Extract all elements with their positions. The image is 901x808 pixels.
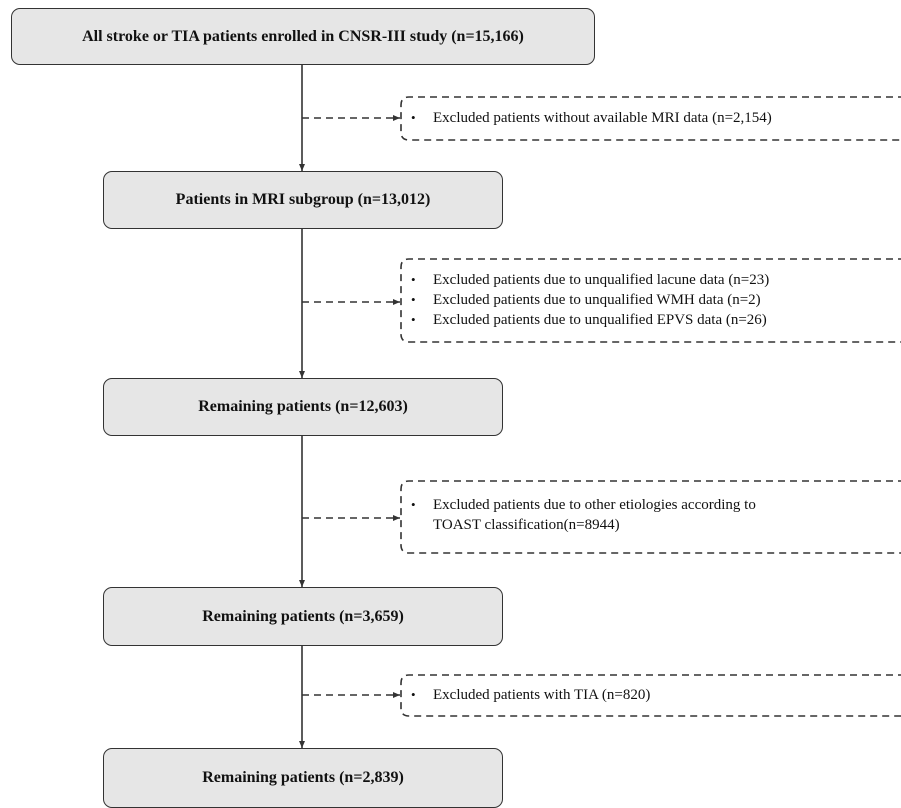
- step-label-remaining-2: Remaining patients (n=3,659): [202, 607, 404, 625]
- step-box-remaining-2: Remaining patients (n=3,659): [103, 587, 503, 646]
- exclusion-text-4: Excluded patients with TIA (n=820): [401, 685, 650, 705]
- exclusion-item: Excluded patients due to unqualified lac…: [401, 270, 769, 290]
- step-box-mri-subgroup: Patients in MRI subgroup (n=13,012): [103, 171, 503, 229]
- exclusion-text-3: Excluded patients due to other etiologie…: [401, 495, 756, 535]
- step-box-remaining-1: Remaining patients (n=12,603): [103, 378, 503, 436]
- step-box-remaining-3: Remaining patients (n=2,839): [103, 748, 503, 808]
- exclusion-text-2: Excluded patients due to unqualified lac…: [401, 270, 769, 330]
- exclusion-item: Excluded patients due to unqualified EPV…: [401, 310, 769, 330]
- exclusion-text-1: Excluded patients without available MRI …: [401, 108, 772, 128]
- step-label-remaining-3: Remaining patients (n=2,839): [202, 769, 404, 786]
- step-box-enrolled: All stroke or TIA patients enrolled in C…: [11, 8, 595, 65]
- step-label-remaining-1: Remaining patients (n=12,603): [198, 398, 408, 415]
- exclusion-item: Excluded patients due to unqualified WMH…: [401, 290, 769, 310]
- exclusion-box-3: [400, 480, 901, 554]
- exclusion-item-continuation: TOAST classification(n=8944): [433, 517, 620, 533]
- step-label-mri-subgroup: Patients in MRI subgroup (n=13,012): [175, 191, 431, 208]
- exclusion-item: Excluded patients with TIA (n=820): [401, 685, 650, 705]
- exclusion-item: Excluded patients without available MRI …: [401, 108, 772, 128]
- exclusion-item: Excluded patients due to other etiologie…: [401, 495, 756, 515]
- step-label-enrolled: All stroke or TIA patients enrolled in C…: [82, 27, 524, 45]
